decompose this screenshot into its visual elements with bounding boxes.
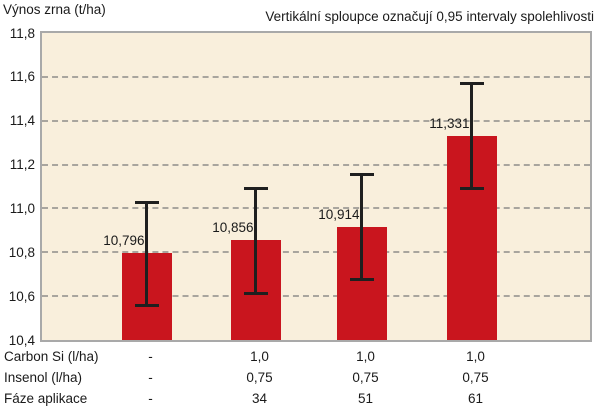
error-bar-line-4 bbox=[470, 81, 473, 190]
y-tick-label: 10,6 bbox=[8, 288, 35, 304]
y-tick-label: 11,2 bbox=[9, 157, 35, 173]
bar-value-label-1: 10,796 bbox=[103, 233, 145, 249]
gridline-11,0 bbox=[42, 207, 590, 210]
bar-value-label-4: 11,331 bbox=[429, 115, 470, 131]
table-cell-r3-c2: 34 bbox=[251, 391, 268, 406]
error-bar-cap-low-3 bbox=[349, 278, 374, 282]
table-row-label-1: Carbon Si (l/ha) bbox=[4, 349, 99, 364]
y-tick-label: 10,4 bbox=[8, 332, 35, 348]
table-cell-r2-c3: 0,75 bbox=[352, 370, 379, 385]
y-axis-title: Výnos zrna (t/ha) bbox=[3, 2, 106, 17]
table-cell-r3-c1: - bbox=[148, 391, 153, 406]
table-cell-r1-c1: - bbox=[148, 349, 153, 364]
gridline-11,6 bbox=[42, 75, 590, 78]
gridline-10,6 bbox=[42, 295, 590, 298]
table-cell-r3-c3: 51 bbox=[357, 391, 374, 406]
gridline-11,4 bbox=[42, 119, 590, 122]
table-row-label-2: Insenol (l/ha) bbox=[4, 370, 83, 385]
table-cell-r1-c4: 1,0 bbox=[466, 349, 485, 364]
error-bar-cap-low-2 bbox=[243, 291, 268, 295]
error-bar-line-3 bbox=[360, 173, 363, 282]
error-bar-cap-high-2 bbox=[243, 186, 268, 190]
gridline-11,2 bbox=[42, 163, 590, 166]
error-bar-cap-high-4 bbox=[459, 81, 484, 85]
y-tick-label: 11,4 bbox=[9, 113, 35, 129]
error-bar-cap-low-1 bbox=[134, 304, 159, 308]
error-bar-line-2 bbox=[254, 186, 257, 295]
table-cell-r1-c3: 1,0 bbox=[356, 349, 375, 364]
y-tick-label: 10,8 bbox=[8, 244, 35, 260]
table-row-label-3: Fáze aplikace bbox=[4, 391, 88, 406]
table-cell-r2-c4: 0,75 bbox=[462, 370, 489, 385]
bar-value-label-3: 10,914 bbox=[318, 207, 360, 223]
gridline-10,8 bbox=[42, 251, 590, 254]
plot-area: 10,796 10,856 10,914 11,331 bbox=[40, 31, 592, 342]
error-bar-cap-high-3 bbox=[349, 173, 374, 177]
bar-value-label-2: 10,856 bbox=[212, 220, 254, 236]
error-bar-line-1 bbox=[145, 200, 148, 308]
table-cell-r3-c4: 61 bbox=[467, 391, 484, 406]
y-tick-label: 11,0 bbox=[9, 200, 35, 216]
table-cell-r2-c2: 0,75 bbox=[246, 370, 273, 385]
table-cell-r2-c1: - bbox=[148, 370, 153, 385]
chart-subtitle: Vertikální sploupce označují 0,95 interv… bbox=[265, 9, 594, 24]
error-bar-cap-low-4 bbox=[459, 186, 484, 190]
y-tick-label: 11,6 bbox=[9, 69, 35, 85]
error-bar-cap-high-1 bbox=[134, 200, 159, 204]
table-cell-r1-c2: 1,0 bbox=[250, 349, 269, 364]
y-tick-label: 11,8 bbox=[9, 25, 35, 41]
